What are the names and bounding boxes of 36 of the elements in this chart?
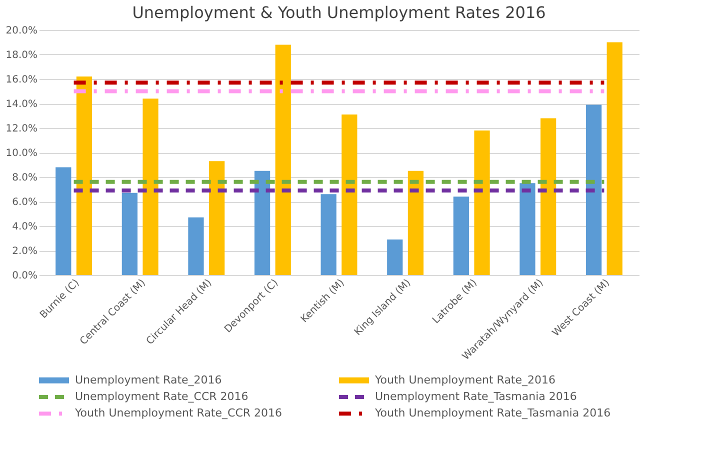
bar xyxy=(254,170,270,275)
y-tick-label: 18.0% xyxy=(6,50,38,61)
bar xyxy=(320,194,336,275)
y-tick-label: 8.0% xyxy=(12,172,38,184)
bar xyxy=(209,161,225,275)
legend-label: Youth Unemployment Rate_CCR 2016 xyxy=(74,406,282,420)
legend-label: Youth Unemployment Rate_Tasmania 2016 xyxy=(374,406,611,420)
bar xyxy=(275,44,291,275)
bar xyxy=(142,98,158,275)
bar xyxy=(540,118,556,275)
bar xyxy=(408,170,424,275)
y-tick-label: 20.0% xyxy=(6,26,38,36)
y-tick-label: 16.0% xyxy=(6,74,38,86)
y-tick-label: 6.0% xyxy=(12,197,38,208)
bar xyxy=(56,167,72,275)
bar xyxy=(342,114,358,275)
legend-label: Youth Unemployment Rate_2016 xyxy=(374,373,556,386)
y-tick-label: 0.0% xyxy=(12,270,38,282)
bar xyxy=(453,196,469,275)
bar xyxy=(606,42,622,275)
y-tick-label: 2.0% xyxy=(12,246,38,257)
y-tick-label: 14.0% xyxy=(6,99,38,110)
bar xyxy=(520,183,536,275)
legend-label: Unemployment Rate_2016 xyxy=(75,373,222,386)
bar xyxy=(586,104,602,275)
y-tick-label: 4.0% xyxy=(12,222,38,232)
bar xyxy=(122,192,138,275)
y-tick-label: 12.0% xyxy=(6,124,38,134)
legend-label: Unemployment Rate_Tasmania 2016 xyxy=(375,390,577,403)
bar xyxy=(76,76,92,275)
bar xyxy=(474,130,490,275)
y-tick-label: 10.0% xyxy=(6,148,38,159)
bar xyxy=(188,217,204,275)
bar xyxy=(387,239,403,275)
chart-title: Unemployment & Youth Unemployment Rates 2016 xyxy=(132,3,546,22)
legend-label: Unemployment Rate_CCR 2016 xyxy=(75,390,248,403)
